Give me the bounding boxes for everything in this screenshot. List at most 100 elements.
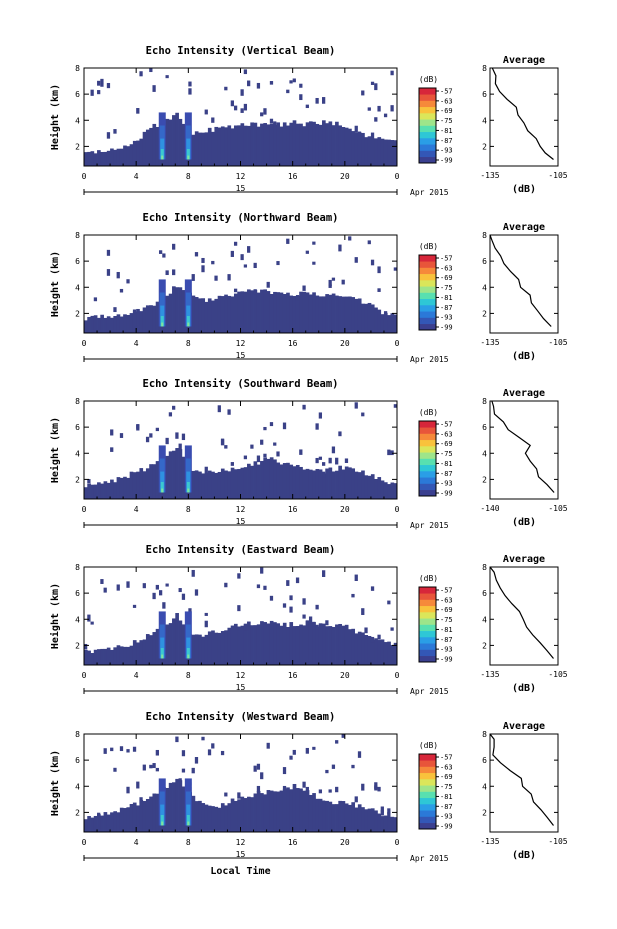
- echo-cell: [380, 480, 385, 499]
- colorbar: (dB)-57-63 -69 -75 -81 -87 -93 -99: [418, 242, 453, 332]
- x-tick-label: 16: [288, 172, 298, 181]
- echo-cell: [237, 468, 241, 499]
- echo-cell: [331, 125, 336, 166]
- strong-echo-column: [160, 648, 164, 659]
- echo-cell: [286, 292, 290, 333]
- echo-cell: [289, 622, 294, 665]
- colorbar-segment: [419, 655, 436, 663]
- echo-speckle: [178, 443, 182, 451]
- echo-cell: [123, 314, 127, 333]
- profile-y-tick-label: 4: [482, 283, 487, 292]
- echo-cell: [266, 623, 271, 665]
- echo-cell: [351, 297, 356, 333]
- echo-cell: [302, 625, 307, 665]
- echo-cell: [387, 315, 391, 333]
- echo-cell: [289, 295, 294, 333]
- echo-cell: [123, 808, 127, 832]
- echo-speckle: [155, 749, 159, 756]
- echo-cell: [87, 151, 91, 166]
- echo-speckle: [289, 606, 293, 613]
- echo-cell: [224, 630, 228, 665]
- echo-cell: [315, 468, 320, 499]
- echo-cell: [152, 123, 157, 166]
- echo-speckle: [237, 605, 241, 612]
- echo-speckle: [263, 453, 267, 458]
- echo-speckle: [387, 808, 391, 815]
- echo-speckle: [273, 442, 277, 446]
- colorbar-segment: [419, 772, 436, 780]
- echo-cell: [305, 122, 310, 166]
- echo-cell: [351, 802, 356, 832]
- panel-title: Echo Intensity (Vertical Beam): [146, 45, 336, 57]
- echo-cell: [93, 315, 98, 333]
- echo-cell: [201, 636, 206, 665]
- echo-cell: [233, 623, 238, 665]
- y-axis-label: Height (km): [49, 750, 61, 816]
- echo-cell: [380, 639, 385, 665]
- echo-speckle: [302, 285, 306, 291]
- echo-speckle: [211, 743, 215, 749]
- profile-y-tick-label: 4: [482, 116, 487, 125]
- echo-cell: [367, 302, 372, 333]
- echo-cell: [341, 625, 346, 665]
- echo-cell: [198, 471, 202, 499]
- x-tick-label: 0: [395, 671, 400, 680]
- echo-speckle: [233, 288, 238, 293]
- echo-cell: [247, 125, 251, 166]
- echo-cell: [312, 292, 316, 333]
- echo-speckle: [351, 764, 355, 769]
- echo-speckle: [240, 108, 244, 113]
- echo-cell: [204, 472, 209, 499]
- echo-cell: [194, 801, 199, 832]
- echo-cell: [338, 623, 342, 665]
- echo-cell: [351, 628, 356, 665]
- echo-cell: [217, 807, 222, 832]
- echo-cell: [295, 464, 300, 499]
- echo-cell: [348, 629, 352, 665]
- profile-y-tick-label: 2: [482, 309, 487, 318]
- echo-cell: [335, 804, 339, 832]
- echo-speckle: [100, 579, 104, 584]
- echo-cell: [230, 798, 235, 832]
- echo-cell: [269, 790, 274, 832]
- echo-cell: [93, 484, 98, 499]
- echo-cell: [393, 140, 398, 166]
- echo-cell: [116, 148, 121, 166]
- echo-speckle: [237, 573, 241, 579]
- echo-speckle: [269, 81, 274, 85]
- echo-speckle: [305, 250, 309, 254]
- echo-speckle: [126, 279, 130, 284]
- echo-speckle: [312, 241, 316, 245]
- colorbar-tick-label: -57: [440, 88, 453, 96]
- echo-cell: [315, 123, 320, 166]
- echo-speckle: [269, 118, 274, 124]
- echo-speckle: [214, 275, 218, 281]
- echo-speckle: [377, 634, 381, 640]
- echo-cell: [87, 650, 91, 665]
- echo-cell: [132, 802, 137, 832]
- echo-cell: [132, 140, 137, 166]
- echo-cell: [299, 788, 303, 832]
- colorbar-frame: [418, 420, 437, 497]
- strong-echo-column: [186, 648, 190, 659]
- colorbar-segment: [419, 630, 436, 638]
- echo-heatmap: [84, 236, 398, 333]
- echo-speckle: [145, 436, 150, 443]
- colorbar-label: (dB): [419, 75, 438, 84]
- echo-cell: [282, 294, 287, 333]
- profile-x-tick-label: -140: [480, 504, 499, 513]
- echo-cell: [126, 477, 131, 499]
- echo-speckle: [322, 97, 326, 104]
- echo-cell: [172, 782, 176, 832]
- profile-x-tick-label: -105: [548, 670, 567, 679]
- echo-cell: [152, 793, 157, 832]
- colorbar-label: (dB): [419, 242, 438, 251]
- echo-cell: [351, 131, 356, 166]
- profile-frame: [489, 67, 559, 167]
- echo-cell: [315, 295, 320, 333]
- echo-cell: [194, 131, 199, 166]
- echo-speckle: [260, 439, 264, 445]
- colorbar-tick-label: -93: [440, 314, 453, 322]
- profile-line: [491, 67, 554, 160]
